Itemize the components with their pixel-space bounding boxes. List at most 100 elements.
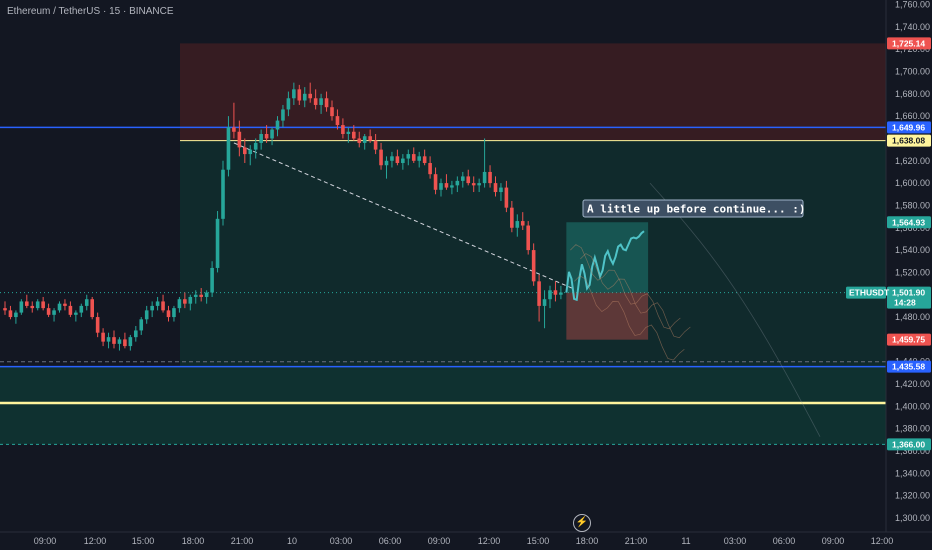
candle-body bbox=[417, 156, 421, 161]
x-tick-label: 15:00 bbox=[527, 536, 550, 546]
candle-body bbox=[237, 131, 242, 148]
candle-body bbox=[324, 98, 329, 108]
candle-body bbox=[542, 299, 547, 306]
x-tick-label: 15:00 bbox=[132, 536, 155, 546]
x-tick-label: 11 bbox=[681, 536, 690, 546]
candle-body bbox=[373, 140, 378, 150]
candle-body bbox=[134, 330, 138, 338]
candle-body bbox=[379, 149, 383, 166]
candle-body bbox=[8, 310, 13, 318]
candle-body bbox=[401, 158, 405, 164]
candle-body bbox=[341, 125, 345, 134]
candle-body bbox=[95, 317, 100, 333]
y-tick-label: 1,340.00 bbox=[895, 468, 930, 478]
candle-body bbox=[482, 171, 487, 184]
x-tick-label: 21:00 bbox=[625, 536, 648, 546]
forecast-wisp bbox=[570, 244, 681, 330]
candle-body bbox=[128, 337, 133, 347]
candle-body bbox=[204, 292, 209, 297]
candle-body bbox=[79, 305, 84, 313]
candle-body bbox=[439, 183, 443, 190]
price-badge-label: 1,366.00 bbox=[892, 439, 925, 449]
candle-body bbox=[477, 183, 481, 186]
x-tick-label: 21:00 bbox=[231, 536, 254, 546]
candle-body bbox=[101, 332, 105, 342]
candle-body bbox=[352, 131, 356, 139]
lightning-icon[interactable]: ⚡ bbox=[573, 514, 591, 532]
candle-body bbox=[188, 296, 193, 304]
candle-body bbox=[520, 221, 525, 226]
candle-body bbox=[548, 290, 552, 300]
demand-zone-lower bbox=[0, 366, 886, 445]
y-tick-label: 1,680.00 bbox=[895, 89, 930, 99]
countdown-label: 14:28 bbox=[894, 298, 916, 308]
candle-body bbox=[335, 116, 340, 126]
x-axis-panel bbox=[0, 532, 932, 550]
candle-body bbox=[155, 301, 160, 306]
y-tick-label: 1,660.00 bbox=[895, 111, 930, 121]
candle-body bbox=[422, 156, 427, 164]
candle-body bbox=[117, 339, 122, 344]
x-tick-label: 12:00 bbox=[478, 536, 501, 546]
candle-body bbox=[559, 292, 563, 295]
candle-body bbox=[112, 337, 116, 344]
candle-body bbox=[221, 169, 225, 219]
candle-body bbox=[471, 183, 476, 186]
candle-body bbox=[330, 107, 334, 117]
x-tick-label: 18:00 bbox=[182, 536, 205, 546]
candle-body bbox=[144, 310, 149, 320]
price-badge-label: 1,435.58 bbox=[892, 362, 925, 372]
candle-body bbox=[308, 93, 312, 99]
candle-body bbox=[499, 187, 503, 193]
forecast-wisp bbox=[574, 275, 685, 361]
price-badge bbox=[887, 216, 931, 229]
x-tick-label: 03:00 bbox=[724, 536, 747, 546]
price-badge-label: 1,459.75 bbox=[892, 335, 925, 345]
candle-body bbox=[253, 142, 258, 150]
candle-body bbox=[63, 303, 67, 306]
y-tick-label: 1,480.00 bbox=[895, 312, 930, 322]
candle-body bbox=[106, 337, 111, 342]
candle-body bbox=[346, 131, 351, 134]
candle-body bbox=[270, 129, 274, 139]
candle-body bbox=[455, 180, 460, 186]
candle-body bbox=[292, 89, 296, 99]
candle-body bbox=[183, 299, 187, 304]
candle-body bbox=[275, 120, 280, 130]
price-badge bbox=[887, 37, 931, 50]
candle-body bbox=[357, 138, 362, 143]
candle-body bbox=[52, 310, 56, 315]
y-axis-panel bbox=[886, 0, 932, 550]
candle-body bbox=[406, 154, 411, 159]
price-badge-label: 1,725.14 bbox=[892, 38, 925, 48]
candle-body bbox=[302, 93, 307, 101]
x-tick-label: 06:00 bbox=[773, 536, 796, 546]
y-tick-label: 1,760.00 bbox=[895, 0, 930, 10]
candle-body bbox=[35, 301, 40, 309]
candle-body bbox=[362, 136, 367, 143]
price-badge bbox=[887, 333, 931, 346]
candle-body bbox=[193, 294, 198, 297]
candle-body bbox=[510, 207, 514, 228]
y-tick-label: 1,320.00 bbox=[895, 491, 930, 501]
x-tick-label: 12:00 bbox=[84, 536, 107, 546]
candle-body bbox=[161, 301, 165, 311]
candle-body bbox=[199, 294, 203, 297]
candle-body bbox=[526, 225, 530, 251]
supply-zone bbox=[180, 43, 886, 141]
x-tick-label: 12:00 bbox=[871, 536, 894, 546]
candle-body bbox=[368, 136, 372, 141]
candle-body bbox=[3, 308, 7, 311]
candle-body bbox=[461, 176, 465, 181]
candle-body bbox=[515, 221, 520, 228]
y-tick-label: 1,380.00 bbox=[895, 424, 930, 434]
y-tick-label: 1,700.00 bbox=[895, 66, 930, 76]
current-price-badge bbox=[887, 286, 931, 309]
candle-body bbox=[41, 301, 45, 309]
current-price-label: 1,501.90 bbox=[892, 288, 925, 298]
candle-body bbox=[74, 312, 78, 315]
candle-body bbox=[384, 160, 389, 166]
candle-body bbox=[281, 109, 285, 121]
candle-body bbox=[537, 281, 541, 306]
